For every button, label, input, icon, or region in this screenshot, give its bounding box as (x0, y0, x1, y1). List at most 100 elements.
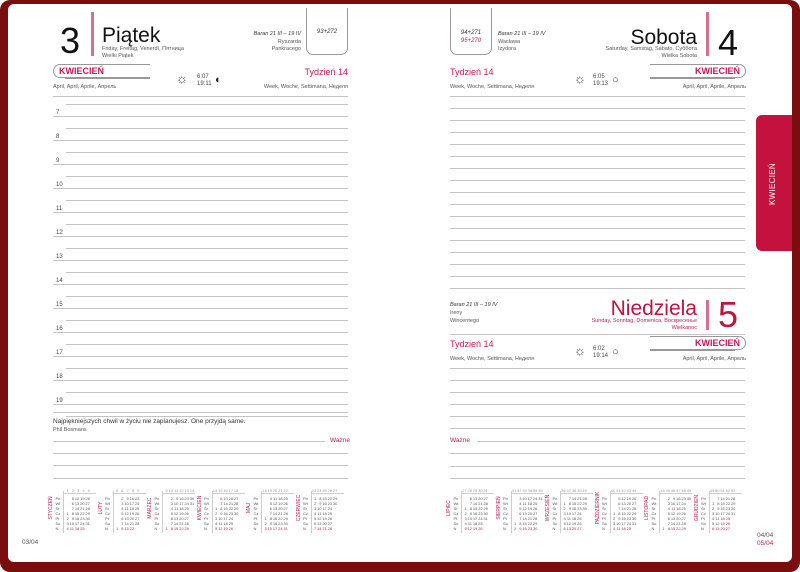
calendar-day[interactable]: 16 (322, 501, 327, 506)
calendar-day[interactable]: 27 (483, 496, 488, 501)
writing-line[interactable] (66, 104, 348, 105)
calendar-day[interactable]: 29 (233, 506, 239, 511)
calendar-day[interactable]: 19 (80, 496, 85, 501)
calendar-day[interactable]: 8 (170, 526, 173, 531)
calendar-day[interactable]: 27 (725, 526, 731, 531)
calendar-day[interactable]: 9 (568, 506, 571, 511)
calendar-day[interactable]: 6 (170, 516, 173, 521)
calendar-day[interactable]: 11 (616, 526, 621, 531)
calendar-day[interactable]: 3 (519, 496, 522, 501)
writing-line[interactable] (66, 152, 348, 153)
writing-line[interactable] (66, 248, 348, 249)
calendar-day[interactable]: 7 (717, 496, 720, 501)
calendar-day[interactable]: 24 (532, 496, 538, 501)
calendar-day[interactable]: 6 (519, 511, 522, 516)
calendar-day[interactable]: 29 (85, 511, 90, 516)
calendar-day[interactable]: 22 (228, 506, 234, 511)
calendar-day[interactable]: 16 (74, 516, 80, 521)
calendar-day[interactable]: 29 (681, 526, 686, 531)
calendar-day[interactable]: 24 (184, 501, 189, 506)
calendar-day[interactable]: 24 (577, 511, 582, 516)
writing-line[interactable] (53, 188, 348, 189)
writing-line[interactable] (66, 272, 348, 273)
writing-line[interactable] (66, 176, 348, 177)
calendar-day[interactable]: 25 (80, 526, 85, 531)
calendar-day[interactable]: 25 (283, 496, 288, 501)
calendar-day[interactable]: 20 (179, 516, 184, 521)
calendar-day[interactable]: 1 (313, 496, 317, 501)
calendar-day[interactable]: 9 (469, 511, 472, 516)
calendar-day[interactable]: 16 (129, 496, 135, 501)
calendar-day[interactable]: 20 (720, 526, 725, 531)
calendar-day[interactable]: 2 (66, 516, 69, 521)
calendar-day[interactable]: 10 (69, 521, 74, 526)
calendar-day[interactable]: 9 (220, 511, 223, 516)
calendar-day[interactable]: 12 (124, 511, 129, 516)
calendar-day[interactable]: 13 (223, 496, 228, 501)
calendar-day[interactable]: 10 (522, 496, 527, 501)
calendar-day[interactable]: 14 (173, 521, 179, 526)
calendar-day[interactable]: 8 (568, 501, 571, 506)
calendar-day[interactable]: 27 (184, 516, 189, 521)
calendar-day[interactable]: 3 (264, 526, 267, 531)
calendar-day[interactable]: 7 (121, 521, 124, 526)
calendar-day[interactable]: 10 (670, 501, 676, 506)
calendar-day[interactable]: 14 (522, 516, 527, 521)
calendar-day[interactable]: 14 (124, 521, 129, 526)
calendar-day[interactable]: 18 (527, 501, 533, 506)
calendar-day[interactable]: 5 (563, 521, 566, 526)
calendar-day[interactable]: 19 (626, 496, 632, 501)
calendar-day[interactable]: 6 (667, 516, 670, 521)
calendar-day[interactable]: 17 (527, 496, 533, 501)
calendar-day[interactable]: 23 (527, 526, 533, 531)
calendar-day[interactable]: 22 (626, 511, 632, 516)
calendar-day[interactable]: 15 (472, 506, 478, 511)
calendar-day[interactable]: 18 (322, 511, 327, 516)
calendar-day[interactable]: 19 (676, 511, 681, 516)
calendar-day[interactable]: 4 (667, 506, 670, 511)
calendar-day[interactable]: 24 (725, 511, 731, 516)
calendar-day[interactable]: 5 (269, 501, 272, 506)
calendar-day[interactable]: 25 (184, 506, 189, 511)
calendar-day[interactable]: 2 (464, 511, 467, 516)
writing-line[interactable] (450, 264, 745, 265)
calendar-day[interactable]: 2 (711, 506, 715, 511)
calendar-day[interactable]: 25 (532, 501, 538, 506)
calendar-day[interactable]: 1 (66, 511, 69, 516)
calendar-day[interactable]: 29 (631, 511, 637, 516)
calendar-day[interactable]: 2 (313, 501, 317, 506)
calendar-day[interactable]: 9 (319, 501, 322, 506)
calendar-day[interactable]: 8 (469, 506, 472, 511)
calendar-day[interactable]: 21 (527, 516, 533, 521)
calendar-day[interactable]: 10 (317, 506, 322, 511)
calendar-day[interactable]: 31 (631, 521, 637, 526)
calendar-day[interactable]: 3 (214, 516, 218, 521)
calendar-day[interactable]: 2 (563, 506, 566, 511)
calendar-day[interactable]: 18 (720, 516, 725, 521)
calendar-day[interactable]: 29 (730, 501, 736, 506)
calendar-day[interactable]: 17 (621, 521, 626, 526)
calendar-day[interactable]: 5 (71, 496, 74, 501)
writing-line[interactable] (66, 392, 348, 393)
calendar-day[interactable]: 25 (626, 526, 632, 531)
calendar-day[interactable]: 29 (532, 521, 538, 526)
calendar-day[interactable]: 10 (566, 511, 571, 516)
calendar-day[interactable]: 3 (121, 501, 124, 506)
calendar-day[interactable]: 3 (711, 511, 715, 516)
calendar-day[interactable]: 15 (173, 526, 179, 531)
calendar-day[interactable]: 26 (577, 521, 582, 526)
calendar-day[interactable]: 22 (478, 506, 483, 511)
calendar-day[interactable]: 27 (134, 516, 140, 521)
calendar-day[interactable]: 4 (214, 521, 218, 526)
calendar-day[interactable]: 7 (71, 506, 74, 511)
calendar-day[interactable]: 17 (720, 511, 725, 516)
calendar-day[interactable]: 12 (670, 511, 676, 516)
calendar-day[interactable]: 5 (464, 526, 467, 531)
calendar-day[interactable]: 7 (170, 521, 173, 526)
calendar-day[interactable]: 3 (464, 516, 467, 521)
writing-line[interactable] (450, 466, 745, 467)
writing-line[interactable] (450, 453, 745, 454)
calendar-day[interactable]: 30 (582, 506, 587, 511)
writing-line[interactable] (450, 276, 745, 277)
calendar-day[interactable]: 19 (322, 516, 327, 521)
